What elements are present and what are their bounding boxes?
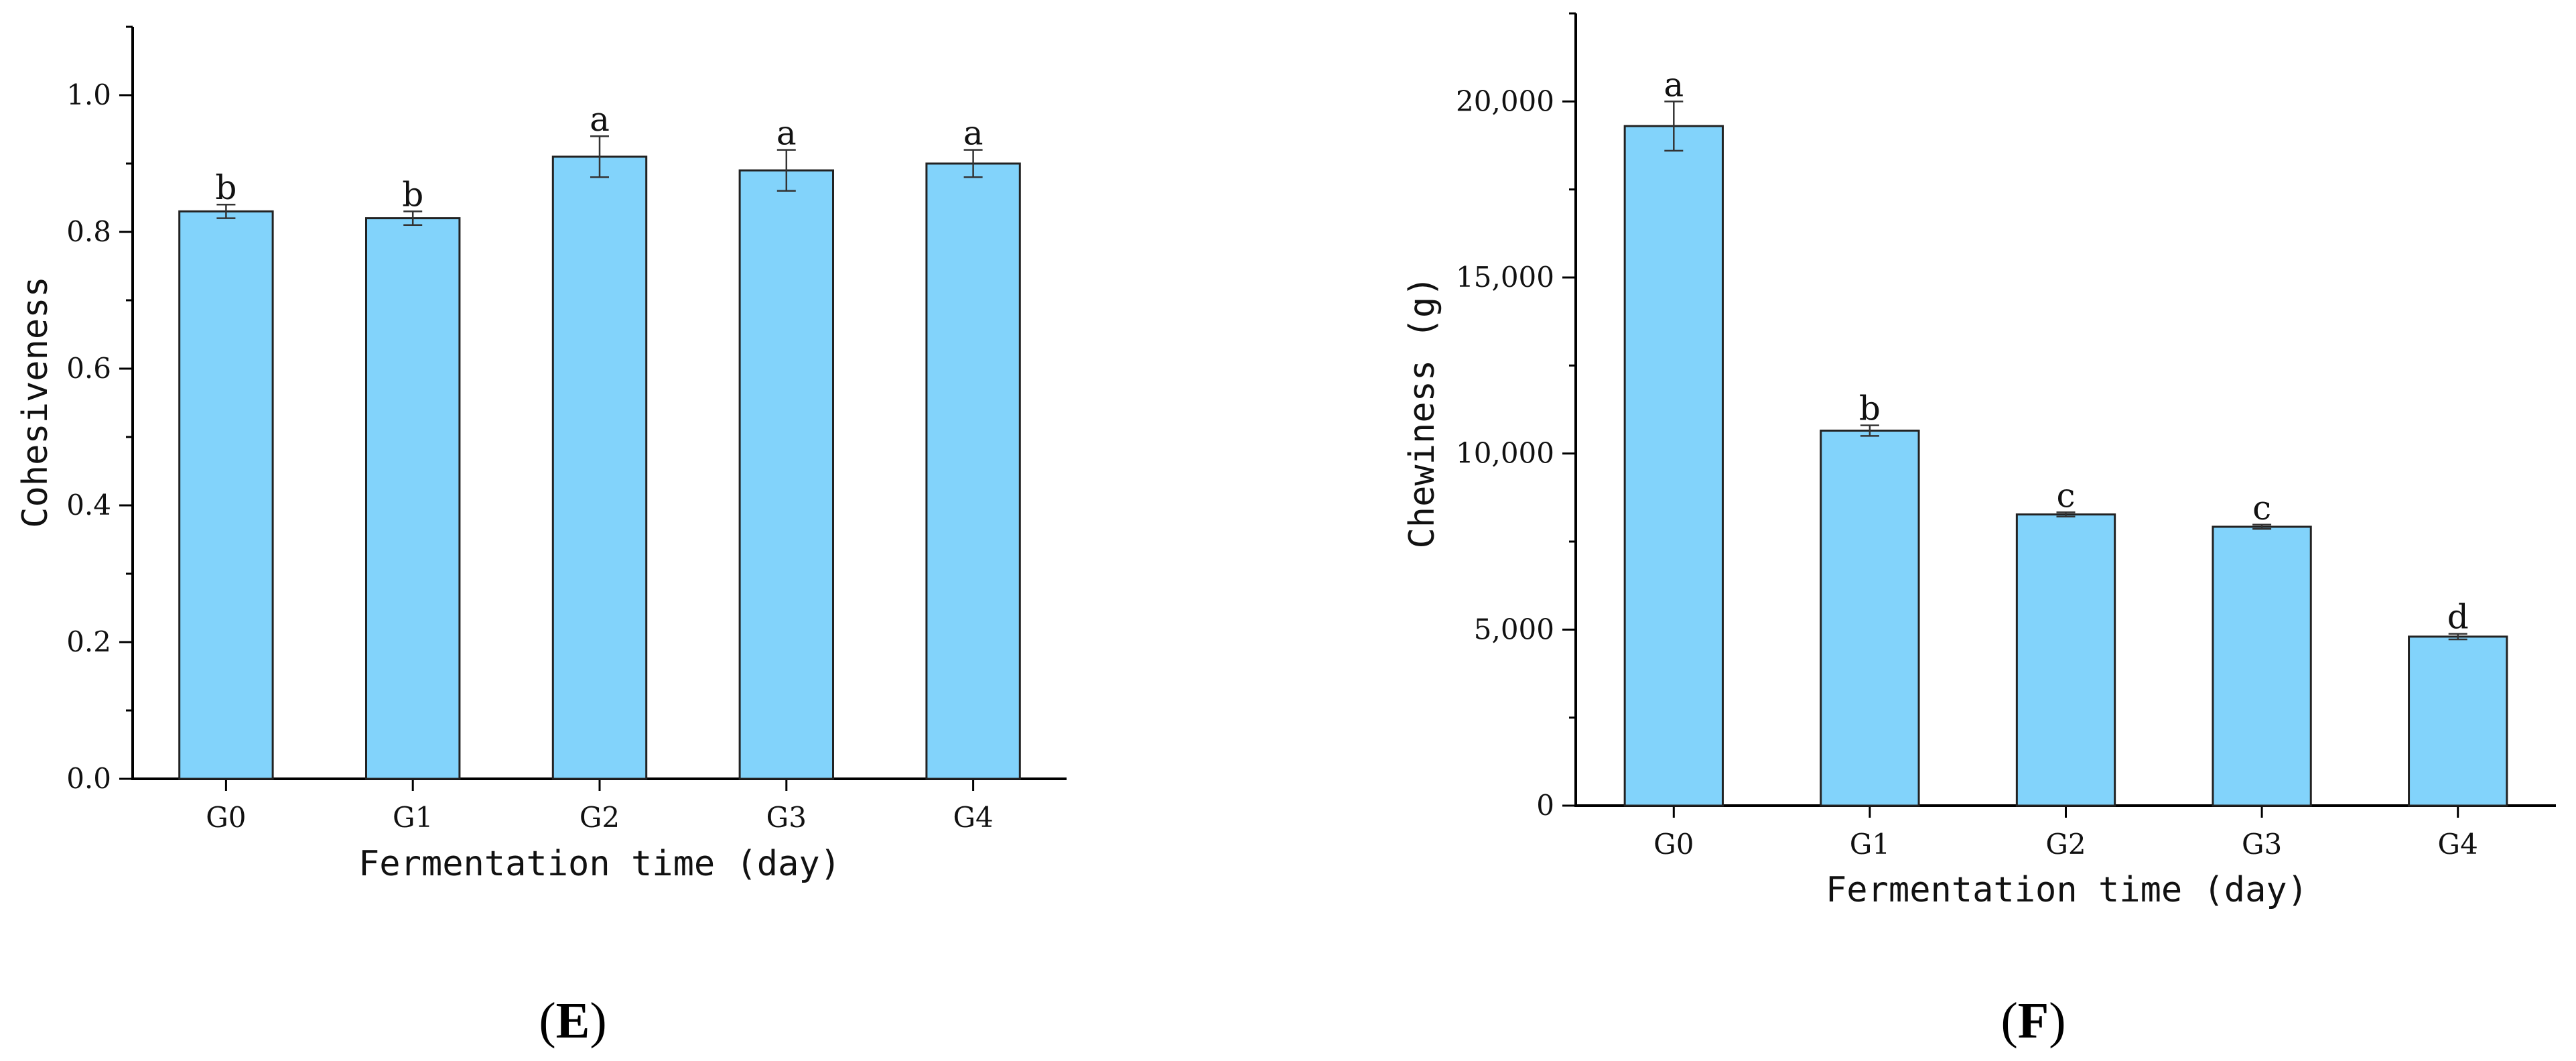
bar-G4 (2408, 635, 2508, 807)
x-tick-label: G0 (1653, 828, 1694, 861)
y-axis-ticks: 0 5,000 10,000 15,000 20,000 (1456, 12, 1576, 822)
significance-label: a (1664, 65, 1684, 104)
x-tick-label: G2 (2045, 828, 2086, 861)
y-tick-label: 0 (1536, 789, 1554, 822)
x-axis-ticks: G0 G1 G2 G3 G4 (206, 779, 994, 834)
significance-label: d (2447, 598, 2469, 637)
y-tick-label: 0.4 (66, 489, 111, 521)
y-axis-title: Cohesiveness (15, 276, 56, 528)
x-tick-label: G1 (393, 801, 433, 834)
panel-label-e: (E) (539, 993, 606, 1049)
y-tick-label: 0.8 (66, 215, 111, 248)
bar-series: a b c c d (1623, 65, 2508, 807)
y-tick-label: 0.0 (66, 762, 111, 795)
x-tick-label: G3 (766, 801, 807, 834)
bar-G4 (925, 162, 1021, 780)
significance-label: a (963, 114, 984, 153)
x-tick-label: G3 (2242, 828, 2282, 861)
bar-series: b b a a a (178, 100, 1021, 780)
x-tick-label: G2 (580, 801, 620, 834)
significance-label: a (590, 100, 610, 139)
y-axis-ticks: 0.0 0.2 0.4 0.6 0.8 1.0 (66, 25, 133, 795)
bar-G0 (178, 210, 274, 780)
y-tick-label: 0.2 (66, 625, 111, 658)
bar-G0 (1623, 125, 1724, 807)
significance-label: b (215, 168, 236, 207)
panel-label-f: (F) (2001, 993, 2065, 1049)
x-tick-label: G0 (206, 801, 246, 834)
significance-label: c (2056, 476, 2075, 515)
bar-G1 (365, 217, 461, 780)
x-axis-title: Fermentation time (day) (1826, 870, 2308, 910)
x-axis-title: Fermentation time (day) (358, 844, 841, 884)
y-tick-label: 0.6 (66, 352, 111, 385)
bar-G3 (2212, 525, 2312, 807)
significance-label: c (2252, 489, 2271, 527)
chart-panel-f: 0 5,000 10,000 15,000 20,000 G0 G1 G2 G3 G4 a b c c… (1402, 12, 2556, 1049)
y-tick-label: 10,000 (1456, 437, 1554, 470)
significance-label: b (1859, 389, 1881, 428)
bar-G2 (551, 155, 648, 780)
x-axis-ticks: G0 G1 G2 G3 G4 (1653, 806, 2478, 861)
bar-G3 (738, 169, 834, 780)
y-tick-label: 5,000 (1474, 613, 1554, 645)
bar-G1 (1820, 430, 1920, 807)
significance-label: b (402, 175, 423, 214)
x-tick-label: G4 (953, 801, 993, 834)
x-tick-label: G1 (1850, 828, 1890, 861)
chart-panel-e: 0.0 0.2 0.4 0.6 0.8 1.0 G0 G1 G2 G3 G4 b b a a a Ferm… (15, 25, 1067, 1049)
bar-G2 (2015, 513, 2116, 807)
y-tick-label: 1.0 (66, 78, 111, 111)
y-axis-title: Chewiness (g) (1402, 276, 1442, 549)
y-tick-label: 20,000 (1456, 84, 1554, 117)
y-tick-label: 15,000 (1456, 261, 1554, 294)
panel-letter-f: F (2018, 993, 2049, 1049)
significance-label: a (776, 114, 797, 153)
x-tick-label: G4 (2438, 828, 2478, 861)
panel-letter-e: E (556, 993, 590, 1049)
